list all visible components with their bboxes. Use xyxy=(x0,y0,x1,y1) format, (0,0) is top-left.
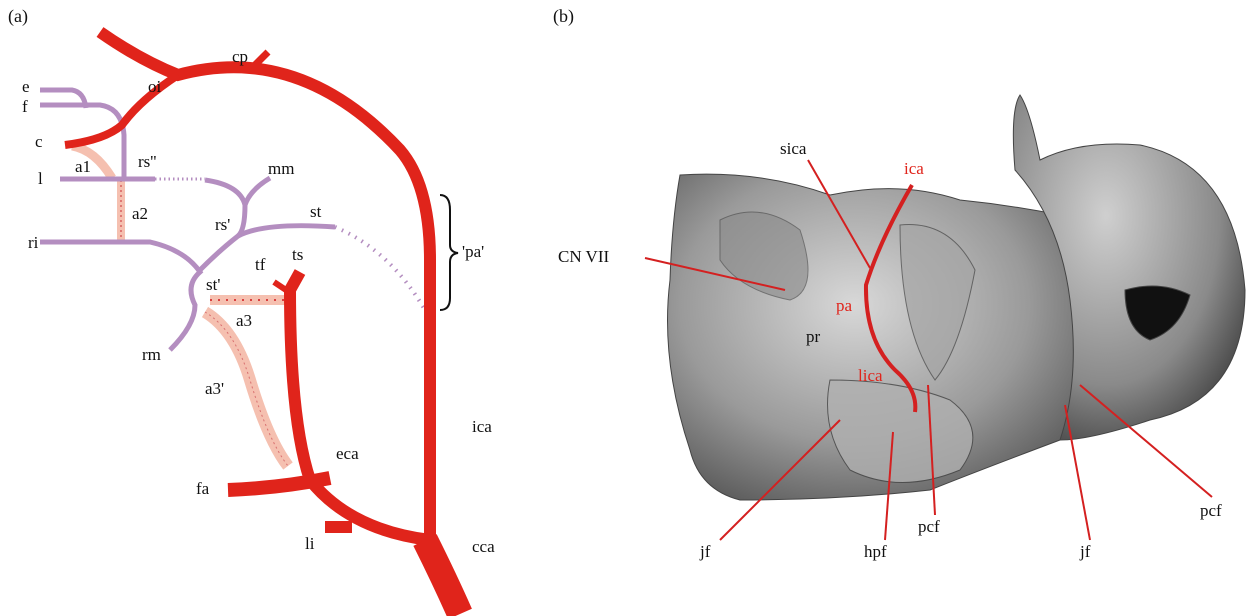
label: jf xyxy=(699,542,711,561)
label: e xyxy=(22,77,30,96)
label: rm xyxy=(142,345,161,364)
label: a3 xyxy=(236,311,252,330)
label: mm xyxy=(268,159,294,178)
label: CN VII xyxy=(558,247,609,266)
label: ica xyxy=(904,159,924,178)
label: fa xyxy=(196,479,210,498)
label: ica xyxy=(472,417,492,436)
label: a2 xyxy=(132,204,148,223)
figure: (a) cp oi e f c a1 rs'' l mm a2 rs' st r… xyxy=(0,0,1252,616)
purple-vessels xyxy=(40,90,425,350)
red-vessels xyxy=(65,32,460,614)
label: ri xyxy=(28,233,39,252)
label: pcf xyxy=(918,517,940,536)
label: st xyxy=(310,202,322,221)
label: lica xyxy=(858,366,883,385)
pink-anastomoses xyxy=(72,146,288,466)
label: cca xyxy=(472,537,495,556)
label: f xyxy=(22,97,28,116)
label: eca xyxy=(336,444,359,463)
label: sica xyxy=(780,139,807,158)
panel-label: (a) xyxy=(8,6,28,27)
label: rs'' xyxy=(138,152,156,171)
label: a1 xyxy=(75,157,91,176)
bracket xyxy=(440,195,458,310)
panel-a: (a) cp oi e f c a1 rs'' l mm a2 rs' st r… xyxy=(8,6,495,614)
label: 'pa' xyxy=(462,242,484,261)
label: c xyxy=(35,132,43,151)
label: oi xyxy=(148,77,162,96)
label: pcf xyxy=(1200,501,1222,520)
label: st' xyxy=(206,275,220,294)
skull-render xyxy=(668,95,1246,500)
label: a3' xyxy=(205,379,224,398)
label: cp xyxy=(232,47,248,66)
label: hpf xyxy=(864,542,887,561)
label: tf xyxy=(255,255,266,274)
panel-label: (b) xyxy=(553,6,574,27)
label: pr xyxy=(806,327,821,346)
label: ts xyxy=(292,245,303,264)
label: li xyxy=(305,534,315,553)
label: jf xyxy=(1079,542,1091,561)
panel-b: (b) sica ica CN VII pa pr lica jf xyxy=(553,6,1245,561)
label: pa xyxy=(836,296,853,315)
label: rs' xyxy=(215,215,230,234)
label: l xyxy=(38,169,43,188)
